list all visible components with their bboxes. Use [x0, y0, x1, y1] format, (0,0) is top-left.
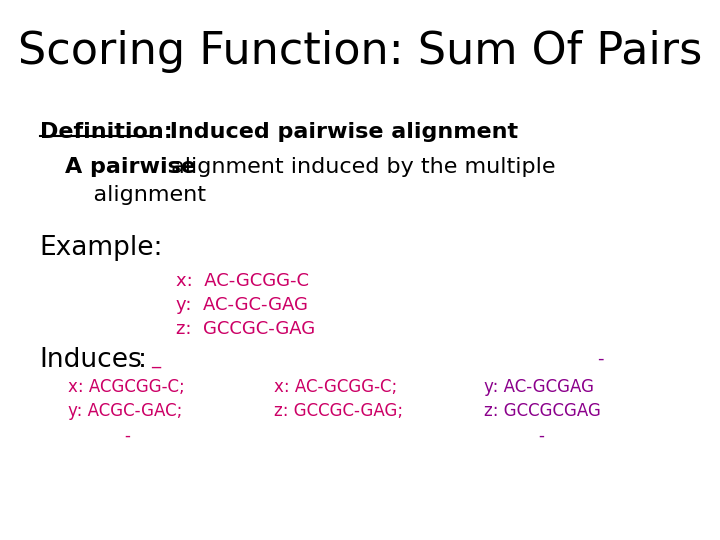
Text: y: ACGC-GAC;: y: ACGC-GAC; — [68, 402, 183, 420]
Text: y:  AC-GC-GAG: y: AC-GC-GAG — [176, 296, 308, 314]
Text: Induces: Induces — [40, 347, 143, 373]
Text: z: GCCGC-GAG;: z: GCCGC-GAG; — [274, 402, 402, 420]
Text: -: - — [124, 427, 130, 444]
Text: alignment: alignment — [65, 185, 206, 205]
Text: -: - — [598, 350, 604, 368]
Text: y: AC-GCGAG: y: AC-GCGAG — [484, 378, 594, 396]
Text: z: GCCGCGAG: z: GCCGCGAG — [484, 402, 600, 420]
Text: Scoring Function: Sum Of Pairs: Scoring Function: Sum Of Pairs — [18, 30, 702, 73]
Text: _: _ — [151, 350, 161, 368]
Text: x: ACGCGG-C;: x: ACGCGG-C; — [68, 378, 185, 396]
Text: x:  AC-GCGG-C: x: AC-GCGG-C — [176, 272, 310, 289]
Text: :: : — [138, 347, 148, 373]
Text: x: AC-GCGG-C;: x: AC-GCGG-C; — [274, 378, 397, 396]
Text: z:  GCCGC-GAG: z: GCCGC-GAG — [176, 320, 315, 338]
Text: A pairwise: A pairwise — [65, 157, 196, 177]
Text: Induced pairwise alignment: Induced pairwise alignment — [162, 122, 518, 141]
Text: Example:: Example: — [40, 235, 163, 261]
Text: -: - — [539, 427, 544, 444]
Text: alignment induced by the multiple: alignment induced by the multiple — [164, 157, 556, 177]
Text: Definition:: Definition: — [40, 122, 172, 141]
